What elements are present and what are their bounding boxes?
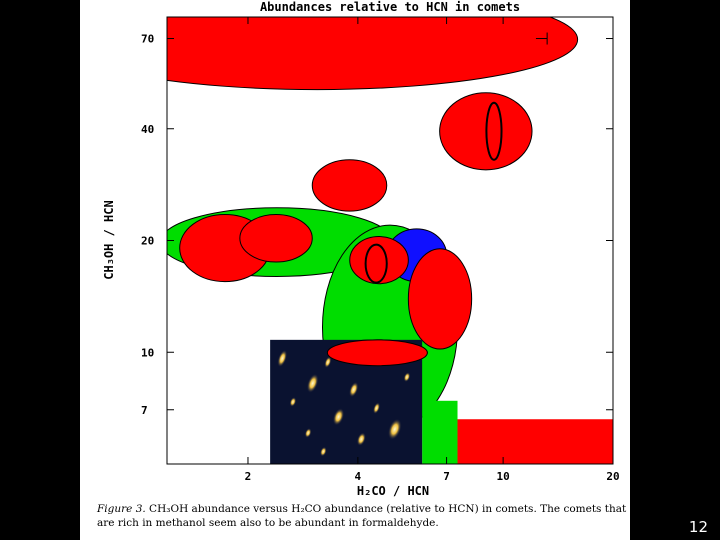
caption-figure-label: Figure 3. (97, 503, 146, 515)
region-red-12 (457, 419, 613, 464)
photo-star-5 (289, 397, 297, 407)
chart-marks (535, 32, 548, 45)
slide: Abundances relative to HCN in comets 7 10… (80, 0, 630, 540)
page-number: 12 (688, 518, 708, 536)
y-tick-label-7: 7 (141, 404, 148, 417)
chart: Abundances relative to HCN in comets 7 10… (102, 0, 620, 498)
y-tick-label-20: 20 (141, 235, 154, 248)
photo-star-1 (306, 373, 319, 393)
x-tick-label-20: 20 (606, 470, 619, 483)
region-red-11 (167, 17, 579, 91)
photo-star-9 (304, 428, 312, 438)
y-tick-label-40: 40 (141, 123, 154, 136)
photo-star-0 (277, 349, 288, 368)
chart-title: Abundances relative to HCN in comets (260, 0, 520, 14)
photo-star-8 (356, 432, 366, 446)
y-tick-label-70: 70 (141, 33, 154, 46)
photo-star-10 (403, 372, 411, 382)
y-ticks: 7 10 20 40 70 (141, 33, 613, 417)
x-tick-label-4: 4 (355, 470, 362, 483)
photo-star-11 (320, 446, 327, 457)
region-red-7 (407, 248, 473, 350)
x-tick-label-2: 2 (245, 470, 252, 483)
region-outline-14 (485, 101, 503, 161)
x-axis-label: H₂CO / HCN (357, 484, 429, 498)
photo-star-3 (349, 381, 359, 398)
y-tick-label-10: 10 (141, 346, 154, 359)
photo-star-7 (387, 418, 402, 440)
caption-text: CH₃OH abundance versus H₂CO abundance (r… (97, 503, 627, 529)
region-outline-13 (364, 243, 388, 284)
region-red-8 (349, 236, 409, 285)
photo-star-2 (324, 356, 332, 368)
x-ticks: 2 4 7 10 20 (245, 17, 620, 483)
region-red-over-photo (326, 339, 428, 367)
comet-photo (270, 339, 428, 464)
region-green-4 (422, 400, 458, 464)
y-axis-label: CH₃OH / HCN (102, 200, 116, 279)
photo-star-6 (332, 408, 345, 426)
region-red-5 (311, 159, 388, 212)
figure-caption: Figure 3. CH₃OH abundance versus H₂CO ab… (97, 502, 627, 530)
region-red-2 (239, 214, 313, 263)
x-tick-label-7: 7 (443, 470, 450, 483)
photo-star-4 (373, 402, 381, 414)
x-tick-label-10: 10 (496, 470, 509, 483)
